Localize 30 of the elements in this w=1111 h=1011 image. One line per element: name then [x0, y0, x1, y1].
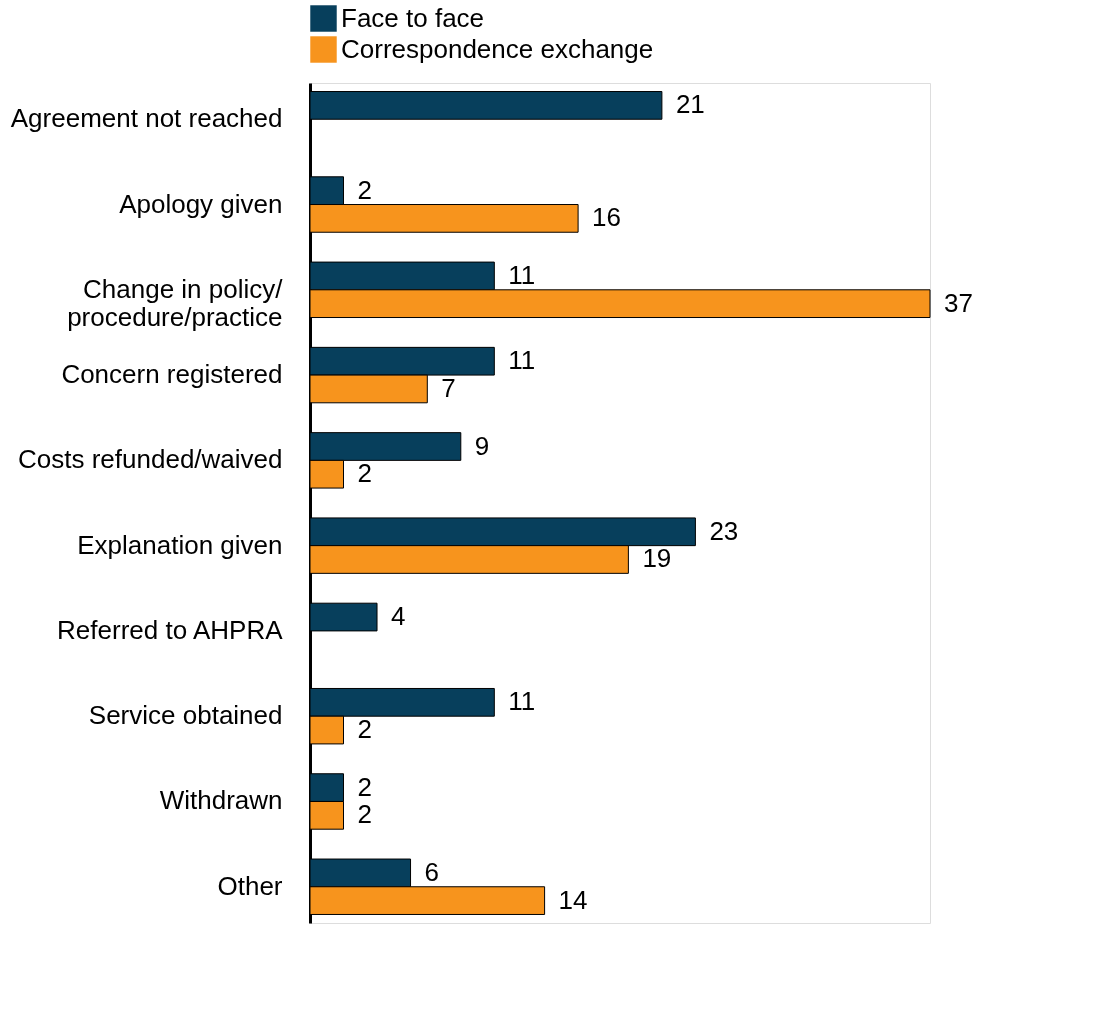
data-label: 7	[441, 372, 456, 403]
data-label: 14	[558, 884, 588, 915]
data-label: 2	[357, 174, 372, 205]
data-label: 37	[944, 287, 973, 318]
legend-label: Correspondence exchange	[341, 33, 654, 64]
y-tick-label: Referred to AHPRA	[57, 614, 284, 645]
y-tick-label: Change in policy/ procedure/practice	[67, 273, 284, 332]
data-label: 2	[357, 714, 372, 745]
data-label: 2	[357, 771, 372, 802]
y-tick-label: Other	[217, 870, 283, 901]
data-label: 2	[357, 458, 372, 489]
y-tick-label: Apology given	[119, 188, 283, 219]
data-label: 9	[474, 430, 490, 461]
data-label: 11	[508, 686, 536, 717]
data-label: 11	[508, 345, 536, 376]
data-label: 2	[357, 799, 372, 830]
y-tick-label: Costs refunded/waived	[18, 444, 283, 475]
y-tick-label: Withdrawn	[159, 785, 283, 816]
data-label: 11	[508, 259, 536, 290]
y-tick-label: Service obtained	[88, 700, 283, 731]
legend-label: Face to face	[341, 2, 485, 33]
y-tick-label: Explanation given	[77, 529, 283, 560]
y-tick-label: Concern registered	[61, 359, 283, 390]
data-label: 6	[424, 856, 440, 887]
data-label: 16	[592, 202, 622, 233]
data-label: 19	[642, 543, 672, 574]
data-label: 4	[391, 601, 406, 632]
data-label: 21	[675, 89, 705, 120]
data-label: 23	[709, 515, 739, 546]
y-tick-label: Agreement not reached	[10, 103, 283, 134]
